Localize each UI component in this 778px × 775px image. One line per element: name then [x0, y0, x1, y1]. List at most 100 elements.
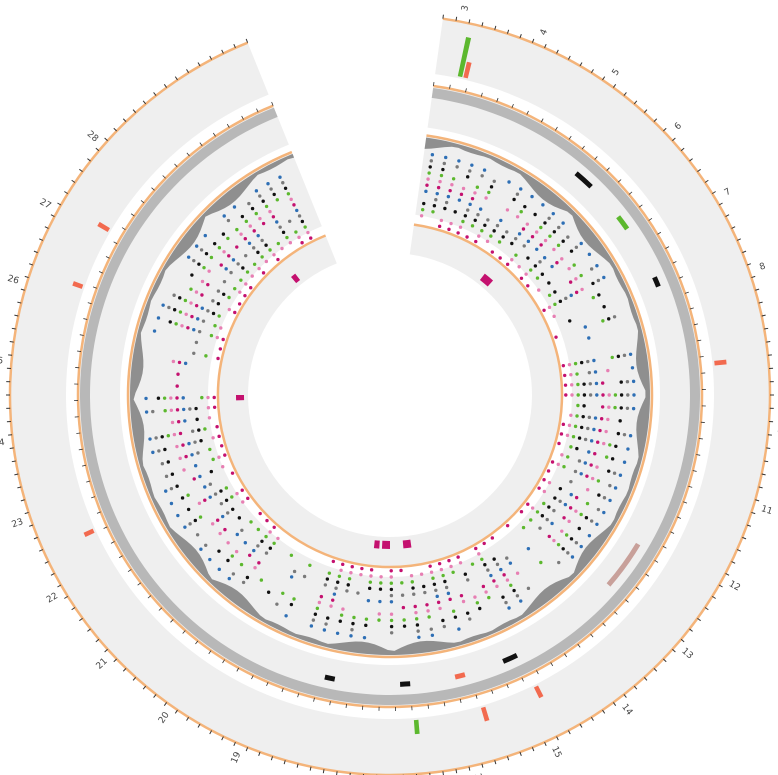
variant-dot — [389, 631, 394, 635]
middle-tick — [628, 191, 633, 195]
inner-ring-edge — [216, 223, 564, 569]
variant-dot — [176, 419, 181, 424]
variant-dot — [219, 489, 223, 493]
variant-dot — [607, 393, 611, 397]
variant-dot — [625, 380, 630, 384]
variant-dot — [515, 215, 520, 219]
variant-dot — [583, 461, 587, 465]
variant-dot — [486, 568, 490, 572]
outer-tick — [590, 716, 594, 721]
variant-dot — [630, 366, 635, 370]
outer-tick — [764, 460, 769, 463]
variant-dot — [206, 309, 210, 313]
outer-tick — [442, 14, 444, 19]
variant-dot — [515, 594, 520, 598]
variant-dot — [513, 236, 518, 241]
variant-dot — [238, 290, 242, 294]
variant-dot — [431, 576, 435, 580]
variant-dot — [579, 360, 584, 365]
variant-dot — [515, 571, 520, 575]
variant-dot — [221, 337, 225, 342]
variant-dot — [276, 257, 280, 262]
variant-dot — [547, 534, 551, 539]
variant-dot — [505, 262, 510, 267]
variant-dot — [200, 293, 204, 297]
variant-dot — [189, 287, 193, 291]
variant-dot — [628, 352, 633, 357]
variant-dot — [192, 351, 196, 355]
variant-dot — [203, 498, 207, 502]
outer-tick — [104, 137, 108, 142]
variant-dot — [541, 203, 545, 207]
variant-dot — [626, 393, 630, 397]
variant-dot — [607, 469, 611, 473]
variant-dot — [219, 263, 223, 267]
variant-dot — [203, 233, 207, 238]
variant-dot — [569, 293, 573, 298]
variant-dot — [323, 583, 328, 587]
position-label: 3 — [460, 5, 471, 13]
variant-dot — [547, 480, 552, 485]
variant-dot — [517, 265, 521, 269]
variant-dot — [442, 161, 447, 166]
outer-tick — [468, 19, 471, 24]
variant-dot — [169, 396, 173, 400]
variant-dot — [552, 230, 557, 234]
variant-dot — [561, 221, 565, 225]
variant-dot — [558, 499, 562, 504]
middle-tick — [688, 485, 693, 488]
outer-tick — [725, 214, 730, 218]
variant-dot — [596, 440, 600, 444]
variant-dot — [300, 241, 304, 245]
variant-dot — [444, 585, 449, 590]
variant-dot — [331, 598, 335, 602]
variant-dot — [379, 581, 383, 585]
variant-dot — [221, 464, 225, 469]
variant-dot — [197, 262, 201, 266]
variant-dot — [585, 488, 590, 492]
variant-dot — [161, 303, 165, 307]
variant-dot — [559, 432, 564, 436]
variant-dot — [470, 196, 475, 201]
variant-dot — [235, 491, 239, 496]
variant-dot — [542, 256, 547, 260]
variant-dot — [546, 469, 551, 473]
variant-dot — [322, 628, 327, 632]
inner-block — [402, 539, 412, 549]
variant-dot — [547, 305, 552, 310]
variant-dot — [595, 393, 599, 397]
middle-tick — [137, 582, 142, 586]
variant-dot — [283, 186, 288, 190]
variant-dot — [275, 602, 279, 606]
variant-dot — [585, 474, 589, 478]
variant-dot — [575, 372, 579, 376]
variant-dot — [170, 472, 175, 476]
variant-dot — [608, 498, 612, 503]
variant-dot — [220, 514, 225, 519]
middle-tick — [526, 110, 529, 115]
variant-dot — [339, 568, 343, 572]
position-label: 15 — [549, 745, 563, 760]
outer-tick — [71, 179, 76, 183]
variant-dot — [292, 203, 296, 207]
position-label: 19 — [230, 750, 244, 765]
variant-dot — [610, 355, 614, 360]
variant-dot — [297, 214, 302, 218]
outer-tick — [623, 92, 627, 96]
variant-dot — [522, 244, 526, 248]
middle-tick — [696, 454, 701, 456]
variant-dot — [359, 572, 363, 577]
variant-dot — [600, 381, 605, 385]
variant-dot — [568, 280, 573, 284]
variant-dot — [232, 205, 237, 209]
variant-dot — [288, 241, 293, 245]
variant-dot — [558, 486, 563, 491]
position-label: 6 — [673, 121, 684, 132]
variant-dot — [252, 229, 256, 233]
variant-dot — [224, 498, 229, 503]
variant-dot — [177, 360, 182, 365]
variant-dot — [579, 241, 583, 246]
variant-dot — [574, 277, 578, 281]
variant-dot — [631, 379, 636, 384]
variant-dot — [206, 395, 210, 400]
